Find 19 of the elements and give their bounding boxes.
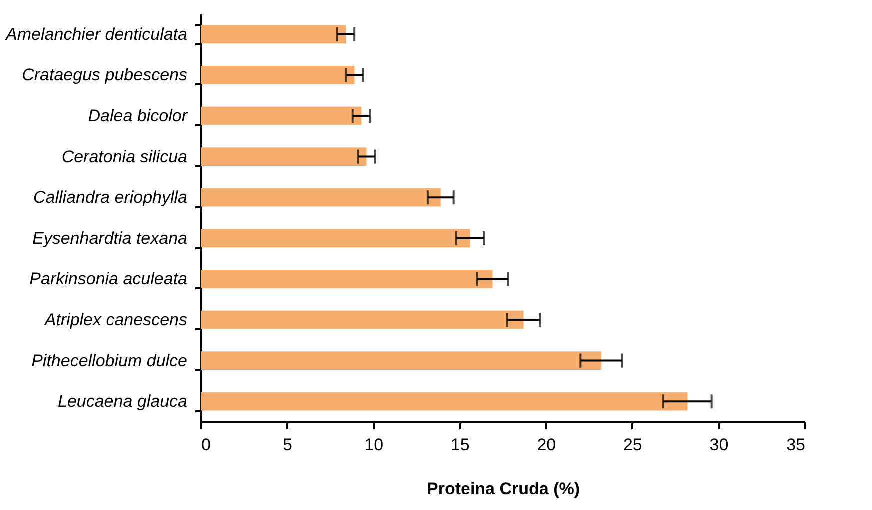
y-tick-label: Atriplex canescens	[44, 310, 188, 330]
y-tick-label: Parkinsonia aculeata	[30, 270, 188, 289]
y-tick-label: Crataegus pubescens	[22, 66, 188, 85]
y-tick-label: Pithecellobium dulce	[32, 351, 188, 370]
y-tick-label: Eysenhardtia texana	[32, 228, 188, 248]
x-tick-label: 15	[450, 436, 470, 454]
y-tick-label: Dalea bicolor	[88, 106, 189, 126]
y-tick-label: Calliandra eriophylla	[33, 188, 188, 208]
x-tick-label: 20	[537, 436, 556, 454]
x-tick-label: 25	[623, 436, 642, 454]
x-tick-label: 35	[786, 436, 806, 454]
x-tick-label: 0	[202, 436, 211, 454]
x-tick-label: 5	[283, 436, 293, 454]
y-tick-label: Ceratonia silicua	[62, 147, 188, 166]
x-tick-label: 30	[710, 436, 729, 454]
x-tick-label: 10	[364, 436, 384, 454]
x-axis-title: Proteina Cruda (%)	[426, 480, 580, 498]
y-tick-label: Amelanchier denticulata	[5, 24, 188, 44]
y-tick-label: Leucaena glauca	[58, 392, 188, 412]
